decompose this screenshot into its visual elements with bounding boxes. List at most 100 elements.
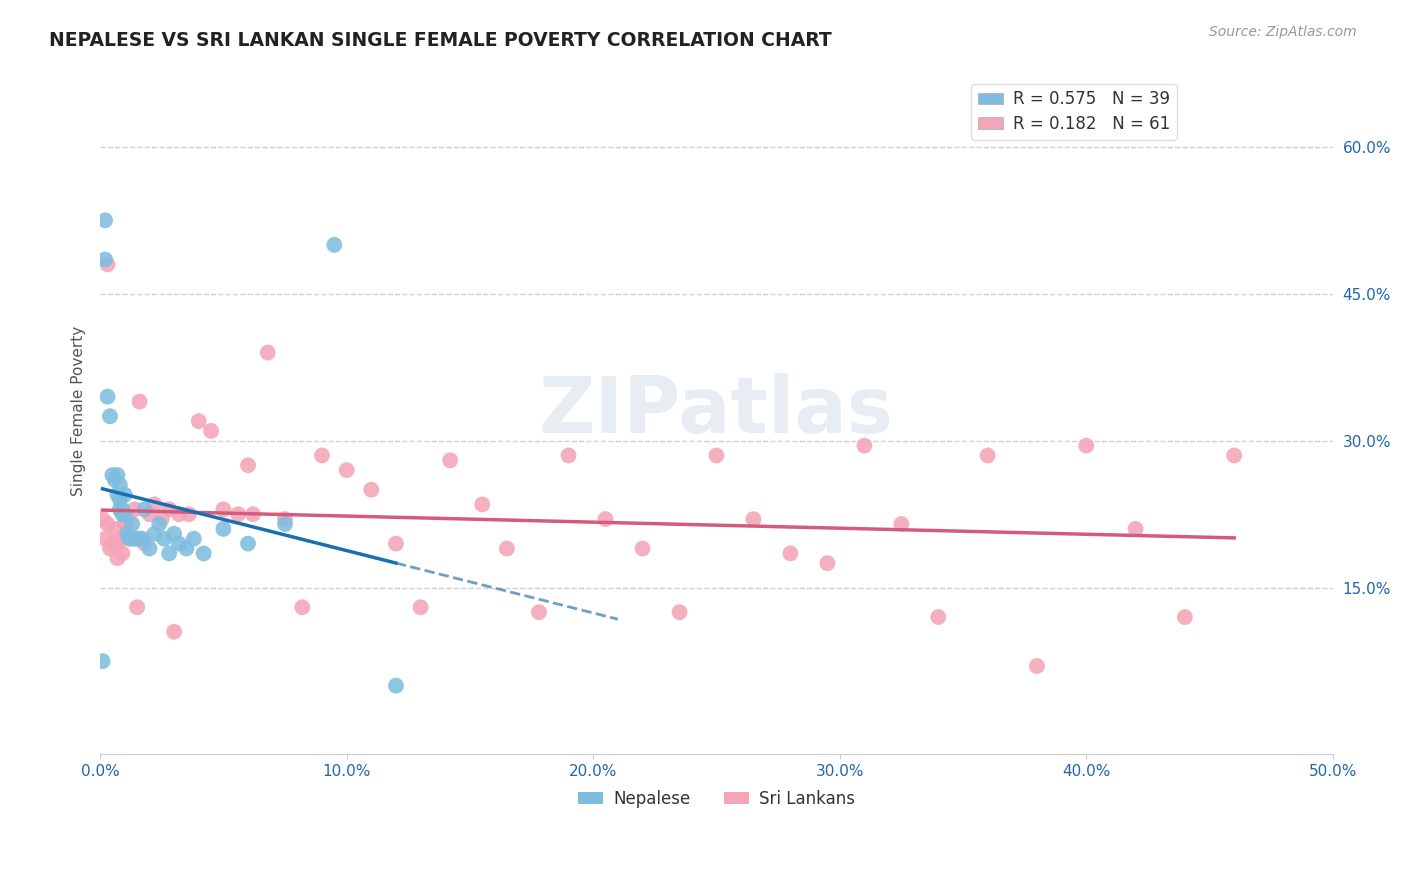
Point [105, 488, 128, 502]
Point [706, 449, 728, 463]
Point [124, 532, 146, 546]
Point [193, 546, 215, 560]
Point [128, 394, 150, 409]
Y-axis label: Single Female Poverty: Single Female Poverty [72, 326, 86, 497]
Point [890, 516, 912, 531]
Point [127, 600, 149, 615]
Point [291, 600, 314, 615]
Point [108, 492, 131, 507]
Legend: Nepalese, Sri Lankans: Nepalese, Sri Lankans [571, 783, 862, 814]
Point [96, 257, 118, 271]
Text: NEPALESE VS SRI LANKAN SINGLE FEMALE POVERTY CORRELATION CHART: NEPALESE VS SRI LANKAN SINGLE FEMALE POV… [49, 31, 832, 50]
Point [148, 516, 170, 531]
Point [527, 605, 550, 619]
Point [496, 541, 519, 556]
Point [200, 424, 222, 438]
Point [150, 512, 173, 526]
Point [176, 541, 198, 556]
Point [111, 546, 134, 560]
Point [91, 512, 114, 526]
Point [114, 488, 136, 502]
Point [157, 502, 180, 516]
Point [124, 502, 146, 516]
Point [153, 532, 176, 546]
Point [742, 512, 765, 526]
Point [815, 556, 838, 570]
Point [128, 532, 150, 546]
Point [236, 536, 259, 550]
Point [226, 507, 249, 521]
Point [118, 532, 141, 546]
Point [101, 468, 124, 483]
Point [1125, 522, 1147, 536]
Point [163, 526, 186, 541]
Point [143, 497, 166, 511]
Point [212, 502, 235, 516]
Point [212, 522, 235, 536]
Point [98, 409, 121, 424]
Point [360, 483, 382, 497]
Point [131, 532, 153, 546]
Point [101, 536, 124, 550]
Point [157, 546, 180, 560]
Point [134, 502, 156, 516]
Text: ZIPatlas: ZIPatlas [538, 374, 894, 450]
Point [94, 213, 117, 227]
Point [385, 679, 408, 693]
Point [336, 463, 359, 477]
Point [94, 532, 117, 546]
Point [1026, 659, 1049, 673]
Point [138, 507, 160, 521]
Point [595, 512, 617, 526]
Point [668, 605, 690, 619]
Point [385, 536, 408, 550]
Point [167, 536, 190, 550]
Point [143, 526, 166, 541]
Point [163, 624, 186, 639]
Point [114, 516, 136, 531]
Point [94, 252, 117, 267]
Point [256, 345, 278, 359]
Point [236, 458, 259, 473]
Point [114, 507, 136, 521]
Point [108, 532, 131, 546]
Point [117, 512, 139, 526]
Point [121, 516, 143, 531]
Point [127, 532, 149, 546]
Point [98, 541, 121, 556]
Point [117, 526, 139, 541]
Point [779, 546, 801, 560]
Point [311, 449, 333, 463]
Point [1223, 449, 1246, 463]
Point [274, 512, 297, 526]
Text: Source: ZipAtlas.com: Source: ZipAtlas.com [1209, 25, 1357, 39]
Point [927, 610, 949, 624]
Point [105, 536, 128, 550]
Point [187, 414, 209, 428]
Point [976, 449, 998, 463]
Point [557, 449, 579, 463]
Point [167, 507, 190, 521]
Point [138, 541, 160, 556]
Point [91, 654, 114, 668]
Point [101, 536, 124, 550]
Point [96, 390, 118, 404]
Point [274, 516, 297, 531]
Point [118, 532, 141, 546]
Point [853, 439, 876, 453]
Point [177, 507, 200, 521]
Point [439, 453, 461, 467]
Point [1076, 439, 1098, 453]
Point [111, 502, 134, 516]
Point [105, 468, 128, 483]
Point [242, 507, 264, 521]
Point [409, 600, 432, 615]
Point [108, 478, 131, 492]
Point [96, 516, 118, 531]
Point [631, 541, 654, 556]
Point [323, 237, 346, 252]
Point [104, 473, 127, 487]
Point [1174, 610, 1197, 624]
Point [134, 536, 156, 550]
Point [183, 532, 205, 546]
